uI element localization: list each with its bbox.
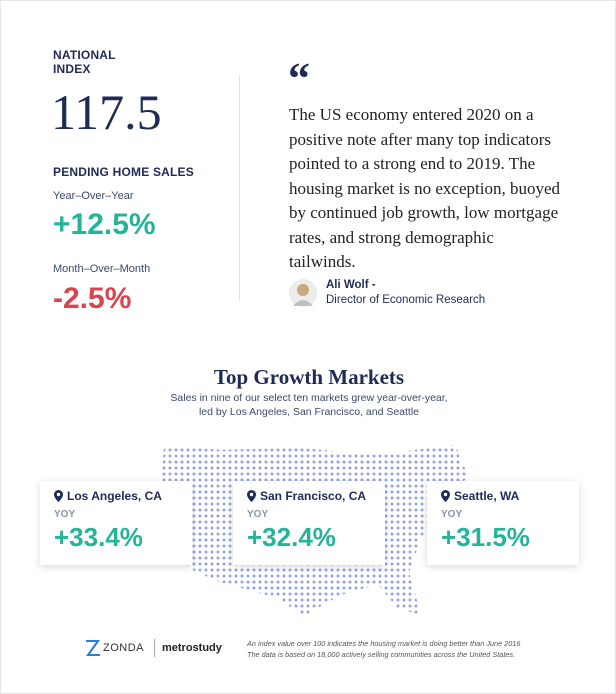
avatar bbox=[289, 279, 317, 307]
quote-role: Director of Economic Research bbox=[326, 294, 486, 306]
brand-zonda: ZONDA bbox=[103, 642, 144, 654]
mom-label: Month–Over–Month bbox=[53, 263, 151, 275]
market-city: San Francisco, CA bbox=[260, 489, 367, 503]
market-city-row: San Francisco, CA bbox=[247, 489, 371, 503]
brand-metrostudy: metrostudy bbox=[162, 642, 222, 654]
index-value: 117.5 bbox=[51, 84, 162, 140]
market-city: Los Angeles, CA bbox=[67, 489, 162, 503]
index-label: NATIONAL INDEX bbox=[53, 48, 116, 76]
yoy-value: +12.5% bbox=[53, 208, 156, 241]
pending-title: PENDING HOME SALES bbox=[53, 165, 194, 179]
markets-subtitle: Sales in nine of our select ten markets … bbox=[170, 392, 448, 418]
market-card: San Francisco, CA YOY +32.4% bbox=[233, 481, 385, 565]
market-yoy-label: YOY bbox=[441, 509, 463, 520]
footer-note: The data is based on 18,000 actively sel… bbox=[247, 650, 516, 659]
zonda-logo bbox=[86, 640, 100, 656]
markets-title: Top Growth Markets bbox=[213, 365, 405, 389]
quote-text: The US economy entered 2020 on a positiv… bbox=[289, 105, 561, 271]
market-yoy-label: YOY bbox=[54, 509, 76, 520]
market-yoy-value: +31.5% bbox=[441, 522, 530, 552]
pin-icon bbox=[247, 490, 256, 502]
market-card: Los Angeles, CA YOY +33.4% bbox=[40, 481, 192, 565]
market-city-row: Los Angeles, CA bbox=[54, 489, 178, 503]
market-yoy-value: +32.4% bbox=[247, 522, 336, 552]
market-card: Seattle, WA YOY +31.5% bbox=[427, 481, 579, 565]
divider bbox=[239, 75, 240, 301]
market-city: Seattle, WA bbox=[454, 489, 520, 503]
pin-icon bbox=[54, 490, 63, 502]
brand-divider bbox=[154, 639, 155, 657]
yoy-label: Year–Over–Year bbox=[53, 190, 134, 202]
quote-author: Ali Wolf - bbox=[326, 279, 376, 291]
pin-icon bbox=[441, 490, 450, 502]
quote-mark: “ bbox=[288, 54, 310, 103]
mom-value: -2.5% bbox=[53, 282, 132, 315]
market-yoy-label: YOY bbox=[247, 509, 269, 520]
footer-note: An index value over 100 indicates the ho… bbox=[247, 639, 521, 648]
market-yoy-value: +33.4% bbox=[54, 522, 143, 552]
market-city-row: Seattle, WA bbox=[441, 489, 565, 503]
